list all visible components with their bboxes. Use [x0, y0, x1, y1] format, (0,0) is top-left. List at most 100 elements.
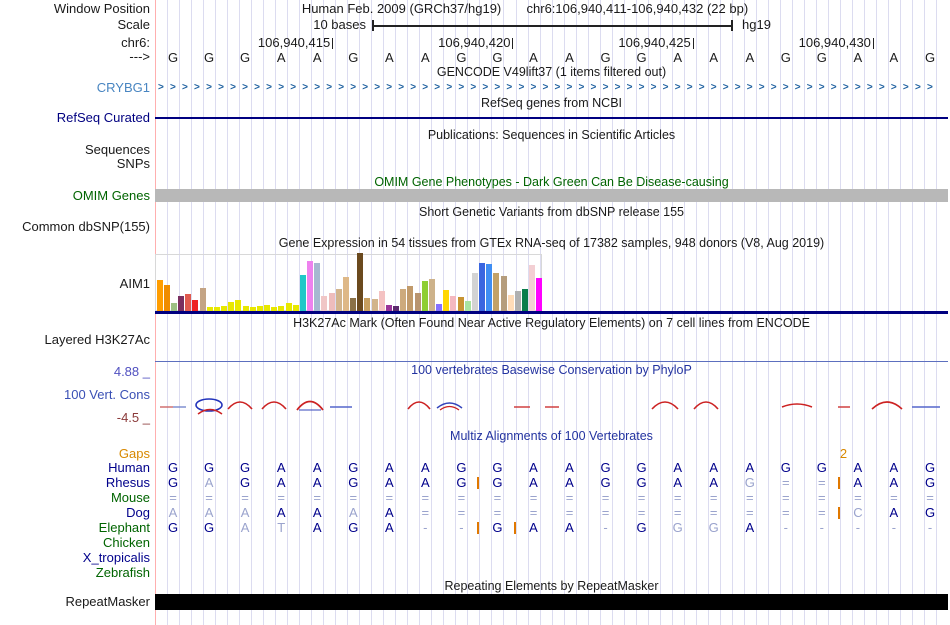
alignment-base-elephant: G [636, 520, 647, 535]
gtex-tissue-bar[interactable] [421, 281, 428, 311]
track-label-h3k27ac[interactable]: Layered H3K27Ac [44, 332, 150, 347]
gtex-tissue-bar[interactable] [271, 307, 278, 311]
gtex-tissue-bar[interactable] [170, 303, 177, 311]
gtex-tissue-bar[interactable] [321, 296, 328, 311]
gtex-tissue-bar[interactable] [479, 263, 486, 311]
gene-direction-arrow: > [710, 82, 717, 93]
alignment-row-label-human[interactable]: Human [108, 460, 150, 475]
alignment-base-human: G [204, 460, 215, 475]
gtex-tissue-bar[interactable] [400, 289, 407, 311]
alignment-base-dog: = [782, 505, 790, 520]
gtex-tissue-bar[interactable] [242, 306, 249, 311]
alignment-base-dog: A [312, 505, 322, 520]
track-label-cons_name[interactable]: 100 Vert. Cons [64, 387, 150, 402]
track-label-refseq_curated[interactable]: RefSeq Curated [56, 110, 150, 125]
alignment-row-label-zebrafish[interactable]: Zebrafish [95, 565, 150, 580]
alignment-base-rhesus: G [744, 475, 755, 490]
alignment-row-label-dog[interactable]: Dog [126, 505, 150, 520]
gtex-tissue-bar[interactable] [357, 253, 364, 311]
gtex-tissue-bar[interactable] [507, 295, 514, 311]
gtex-tissue-bar[interactable] [185, 294, 192, 311]
gtex-tissue-bar[interactable] [514, 291, 521, 311]
repeatmasker-item[interactable] [155, 594, 948, 610]
gtex-tissue-bar[interactable] [536, 278, 543, 311]
gene-direction-arrow: > [482, 82, 489, 93]
track-label-sequences[interactable]: Sequences [84, 142, 150, 157]
gene-direction-arrow: > [434, 82, 441, 93]
gtex-tissue-bar[interactable] [342, 277, 349, 311]
sequence-base: G [636, 50, 647, 65]
track-label-crybg1[interactable]: CRYBG1 [96, 80, 150, 95]
gtex-tissue-bar[interactable] [285, 303, 292, 311]
gtex-tissue-bar[interactable] [235, 300, 242, 311]
alignment-row-label-gaps: Gaps [118, 446, 150, 461]
alignment-base-human: G [167, 460, 179, 475]
gtex-tissue-bar[interactable] [256, 306, 263, 311]
ruler-tickmark [512, 38, 514, 50]
gtex-tissue-bar[interactable] [307, 261, 314, 311]
alignment-row-label-mouse[interactable]: Mouse [110, 490, 150, 505]
gtex-tissue-bar[interactable] [393, 306, 400, 311]
alignment-base-elephant: G [348, 520, 359, 535]
sequence-base: A [276, 50, 286, 65]
gtex-tissue-bar[interactable] [364, 298, 371, 311]
gtex-tissue-bar[interactable] [314, 263, 321, 311]
alignment-base-rhesus: A [312, 475, 322, 490]
alignment-row-label-x_tropicalis[interactable]: X_tropicalis [82, 550, 150, 565]
gene-direction-arrow: > [182, 82, 188, 93]
gtex-tissue-bar[interactable] [299, 275, 306, 311]
gtex-tissue-bar[interactable] [414, 293, 421, 311]
alignment-base-dog: A [889, 505, 899, 520]
sequence-base: G [167, 50, 179, 65]
refseq-curated-item[interactable] [155, 117, 948, 119]
track-label-omim_genes[interactable]: OMIM Genes [72, 188, 150, 203]
sequence-base: G [924, 50, 936, 65]
gtex-tissue-bar[interactable] [443, 290, 450, 311]
gtex-tissue-bar[interactable] [407, 286, 414, 311]
gtex-tissue-bar[interactable] [178, 296, 185, 311]
gtex-tissue-bar[interactable] [264, 305, 271, 311]
sequence-base: A [384, 50, 394, 65]
gtex-tissue-bar[interactable] [199, 288, 206, 311]
gtex-tissue-bar[interactable] [192, 300, 199, 311]
gtex-tissue-bar[interactable] [500, 276, 507, 311]
gtex-tissue-bar[interactable] [350, 298, 357, 311]
gtex-tissue-bar[interactable] [156, 280, 163, 311]
gtex-tissue-bar[interactable] [228, 302, 235, 311]
gtex-tissue-bar[interactable] [428, 279, 435, 311]
track-label-aim1[interactable]: AIM1 [119, 276, 150, 291]
gtex-tissue-bar[interactable] [457, 297, 464, 311]
gtex-tissue-bar[interactable] [371, 299, 378, 311]
sequence-base: A [889, 50, 899, 65]
ruler-tickmark [872, 38, 874, 50]
gtex-tissue-bar[interactable] [278, 306, 285, 311]
gtex-tissue-bar[interactable] [213, 307, 220, 311]
gtex-tissue-bar[interactable] [385, 305, 392, 311]
gtex-tissue-bar[interactable] [328, 293, 335, 311]
track-label-repeatmasker[interactable]: RepeatMasker [65, 594, 150, 609]
gtex-tissue-bar[interactable] [221, 306, 228, 311]
gtex-tissue-bar[interactable] [486, 264, 493, 311]
gtex-tissue-bar[interactable] [163, 285, 170, 311]
alignment-base-mouse: = [205, 490, 213, 505]
gtex-tissue-bar[interactable] [529, 265, 536, 311]
gene-direction-arrow: > [734, 82, 741, 93]
track-label-snps[interactable]: SNPs [116, 156, 150, 171]
gtex-tissue-bar[interactable] [292, 305, 299, 311]
gtex-tissue-bar[interactable] [436, 304, 443, 311]
omim-gene-item[interactable] [155, 189, 948, 202]
alignment-row-label-rhesus[interactable]: Rhesus [105, 475, 150, 490]
gtex-tissue-bar[interactable] [249, 307, 256, 311]
gtex-tissue-bar[interactable] [471, 273, 478, 311]
gtex-tissue-bar[interactable] [335, 289, 342, 311]
alignment-row-label-chicken[interactable]: Chicken [103, 535, 150, 550]
gtex-tissue-bar[interactable] [493, 273, 500, 311]
track-label-dbsnp[interactable]: Common dbSNP(155) [22, 219, 150, 234]
gtex-tissue-bar[interactable] [450, 296, 457, 311]
alignment-row-label-elephant[interactable]: Elephant [98, 520, 150, 535]
gtex-tissue-bar[interactable] [464, 301, 471, 311]
gtex-tissue-bar[interactable] [378, 291, 385, 311]
gtex-tissue-bar[interactable] [206, 307, 213, 311]
conservation-glyph [871, 401, 903, 410]
gtex-tissue-bar[interactable] [522, 289, 529, 311]
